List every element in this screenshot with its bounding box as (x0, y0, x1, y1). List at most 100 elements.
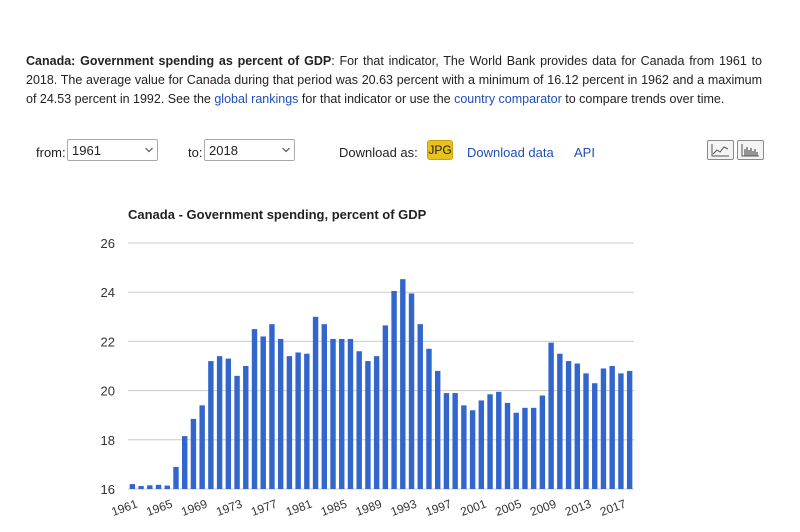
intro-text-1: : For that indicator, The World Bank pro… (26, 54, 763, 107)
x-tick-label: 1961 (110, 497, 140, 519)
bar-1966 (173, 466, 179, 489)
bar-1984 (330, 338, 336, 489)
bar-1995 (426, 348, 432, 489)
bar-1961 (129, 484, 136, 489)
x-tick-label: 1981 (284, 497, 314, 519)
chart-controls: from: 1961 to: 2018 Download as: JPG Dow… (0, 139, 800, 165)
bar-1970 (208, 361, 214, 489)
x-tick-label: 2001 (458, 497, 488, 519)
download-data-link[interactable]: Download data (467, 145, 554, 160)
bar-1988 (365, 361, 371, 489)
bar-2015 (600, 368, 607, 489)
intro-text-2: for that indicator or use the (298, 92, 455, 107)
bar-1997 (443, 393, 450, 489)
bar-2008 (539, 395, 546, 489)
bar-1962 (138, 486, 144, 489)
bar-1996 (435, 370, 441, 489)
x-tick-label: 1993 (389, 497, 419, 519)
chart-title: Canada - Government spending, percent of… (128, 207, 427, 222)
x-tick-label: 1997 (424, 497, 454, 519)
chart-area: Canada - Government spending, percent of… (101, 207, 634, 519)
download-jpg-button[interactable]: JPG (427, 140, 453, 160)
bar-1985 (339, 338, 345, 489)
bars (129, 279, 633, 489)
intro-title: Canada: Government spending as percent o… (26, 54, 332, 68)
chevron-down-icon (282, 147, 290, 153)
y-tick-label: 26 (101, 236, 115, 251)
bar-2013 (583, 373, 589, 489)
bar-1994 (417, 324, 423, 489)
bar-1969 (199, 405, 205, 489)
to-label: to: (188, 145, 203, 160)
bar-1974 (243, 366, 249, 489)
bar-chart-button[interactable] (737, 140, 764, 160)
bar-1978 (277, 338, 284, 489)
bar-1991 (391, 290, 397, 489)
bar-1973 (234, 375, 240, 489)
line-chart-button[interactable] (707, 140, 734, 160)
x-tick-label: 1973 (214, 497, 244, 519)
x-tick-label: 1989 (354, 497, 384, 519)
from-label: from: (36, 145, 66, 160)
line-chart-icon (711, 144, 729, 157)
chevron-down-icon (145, 147, 153, 153)
bar-2000 (469, 410, 476, 489)
global-rankings-link[interactable]: global rankings (214, 92, 299, 107)
x-tick-label: 1969 (179, 497, 209, 519)
y-tick-label: 22 (101, 334, 115, 349)
bar-1993 (408, 293, 415, 489)
bar-2002 (487, 394, 493, 489)
x-tick-label: 2009 (528, 497, 558, 519)
bar-2003 (496, 391, 502, 489)
bar-1990 (382, 325, 389, 489)
country-comparator-link[interactable]: country comparator (454, 92, 562, 107)
bar-1975 (251, 329, 258, 489)
bar-2017 (618, 373, 624, 489)
bar-1992 (400, 279, 406, 489)
bar-1998 (452, 393, 458, 489)
y-tick-label: 18 (101, 433, 115, 448)
bar-1989 (373, 356, 380, 489)
y-tick-label: 20 (101, 384, 115, 399)
bar-1982 (312, 316, 319, 489)
x-tick-label: 2017 (598, 497, 628, 519)
from-year-select[interactable]: 1961 (67, 139, 158, 161)
bar-2014 (592, 383, 598, 489)
bar-1968 (190, 418, 197, 489)
from-year-value: 1961 (72, 143, 101, 158)
bar-1971 (216, 356, 223, 489)
bar-2012 (574, 363, 580, 489)
bar-1981 (304, 353, 310, 489)
bar-2009 (548, 342, 554, 489)
bar-1983 (321, 324, 327, 489)
bar-2001 (478, 400, 485, 489)
bar-1972 (225, 358, 232, 489)
bar-1964 (155, 484, 162, 489)
bar-2016 (609, 366, 615, 489)
bar-1987 (356, 351, 362, 489)
bar-1977 (269, 324, 275, 489)
y-axis-labels: 16 18 20 22 24 26 (101, 236, 115, 497)
y-tick-label: 24 (101, 285, 115, 300)
bar-2006 (522, 407, 528, 489)
bar-chart-icon (741, 144, 759, 157)
to-year-select[interactable]: 2018 (204, 139, 295, 161)
intro-text-3: to compare trends over time. (561, 92, 725, 107)
x-tick-label: 1985 (319, 497, 349, 519)
bar-2011 (565, 361, 572, 489)
x-tick-label: 1965 (144, 497, 174, 519)
bar-2018 (626, 370, 633, 489)
x-tick-label: 1977 (249, 497, 279, 519)
bar-2007 (530, 407, 537, 489)
x-tick-label: 2013 (563, 497, 593, 519)
bar-1980 (295, 352, 301, 489)
bar-1965 (164, 485, 170, 489)
bar-2010 (557, 353, 563, 489)
x-axis-labels: 1961 1965 1969 1973 1977 1981 1985 1989 1993 1997… (110, 497, 629, 519)
to-year-value: 2018 (209, 143, 238, 158)
bar-1986 (347, 338, 354, 489)
api-link[interactable]: API (574, 145, 595, 160)
bar-1976 (260, 336, 266, 489)
x-tick-label: 2005 (493, 497, 523, 519)
bar-1963 (147, 485, 153, 489)
